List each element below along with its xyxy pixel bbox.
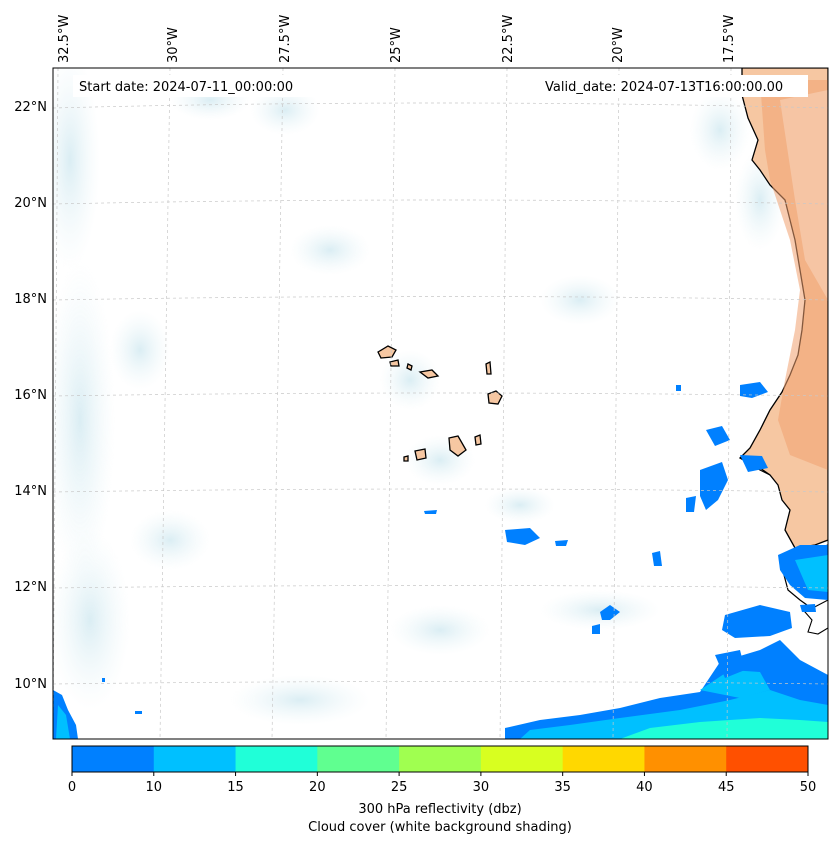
latitude-labels: 22°N 20°N 18°N 16°N 14°N 12°N 10°N: [14, 100, 47, 692]
lon-label: 32.5°W: [57, 15, 72, 63]
colorbar-label: 300 hPa reflectivity (dbz): [358, 802, 521, 817]
lat-label: 22°N: [14, 100, 47, 115]
lon-label: 27.5°W: [278, 15, 293, 63]
start-date-label: Start date: 2024-07-11_00:00:00: [79, 80, 293, 95]
lon-label: 30°W: [166, 27, 181, 63]
desert-highlight: [780, 90, 828, 300]
colorbar-tick-label: 45: [718, 780, 735, 795]
colorbar-segment: [562, 746, 645, 772]
colorbar-tick-label: 20: [309, 780, 326, 795]
reflectivity-layer: [53, 382, 828, 739]
colorbar-tick-label: 0: [68, 780, 76, 795]
lon-label: 17.5°W: [722, 15, 737, 63]
lat-label: 20°N: [14, 196, 47, 211]
lat-label: 16°N: [14, 388, 47, 403]
map-content: [53, 68, 828, 739]
colorbar-tick-label: 10: [146, 780, 163, 795]
coast-islands: [804, 599, 828, 635]
colorbar-segment: [399, 746, 482, 772]
colorbar-border: [71, 745, 809, 773]
lat-label: 18°N: [14, 292, 47, 307]
colorbar-sublabel: Cloud cover (white background shading): [308, 820, 572, 835]
lon-label: 22.5°W: [501, 15, 516, 63]
colorbar-tick-label: 15: [227, 780, 244, 795]
lon-label: 20°W: [611, 27, 626, 63]
valid-date-box: Valid_date: 2024-07-13T16:00:00.00: [540, 75, 808, 97]
lat-label: 14°N: [14, 484, 47, 499]
colorbar-tick-label: 40: [636, 780, 653, 795]
colorbar-segment: [644, 746, 727, 772]
colorbar-segment: [235, 746, 318, 772]
longitude-labels: 32.5°W 30°W 27.5°W 25°W 22.5°W 20°W 17.5…: [57, 15, 737, 63]
colorbar: 0 10 15 20 25 30 35 40 45 50: [68, 745, 817, 795]
graticule: [53, 68, 828, 739]
colorbar-segment: [317, 746, 400, 772]
colorbar-segment: [480, 746, 564, 772]
valid-date-label: Valid_date: 2024-07-13T16:00:00.00: [545, 80, 783, 95]
lon-label: 25°W: [389, 27, 404, 63]
map-frame: [52, 67, 829, 740]
colorbar-tick-label: 25: [391, 780, 408, 795]
colorbar-segment: [72, 746, 155, 772]
colorbar-tick-label: 35: [554, 780, 571, 795]
colorbar-tick-label: 50: [800, 780, 817, 795]
start-date-box: Start date: 2024-07-11_00:00:00: [73, 75, 313, 97]
colorbar-tick-label: 30: [473, 780, 490, 795]
colorbar-segment: [726, 746, 809, 772]
cape-verde-islands: [377, 345, 503, 462]
lat-label: 10°N: [14, 677, 47, 692]
desert-shading: [760, 80, 828, 470]
lat-label: 12°N: [14, 580, 47, 595]
colorbar-segment: [153, 746, 237, 772]
